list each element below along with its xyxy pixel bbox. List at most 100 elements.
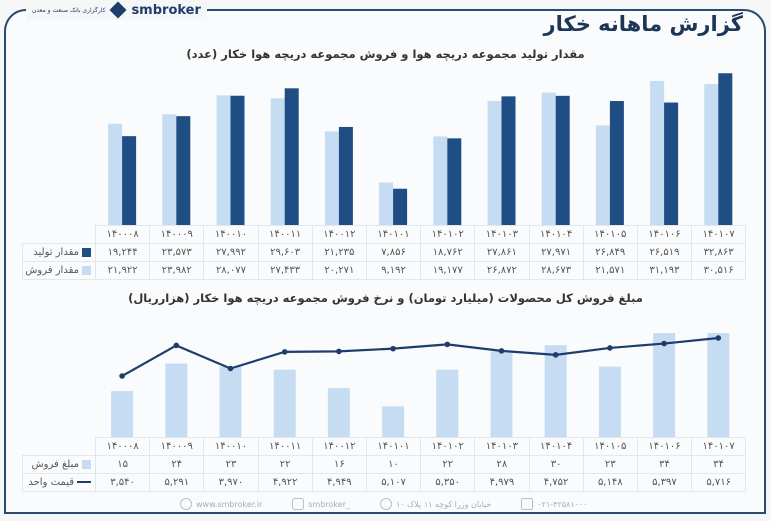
sales-qty-bar: [216, 95, 231, 225]
unit-price-cell: ۵,۱۴۸: [582, 473, 638, 492]
legend-production: مقدار تولید: [22, 243, 96, 262]
sales-qty-bar: [433, 136, 448, 225]
production-bar: [555, 95, 570, 226]
sales-qty-cell: ۳۰,۵۱۶: [691, 261, 747, 280]
month-header: ۱۴۰۰۰۹: [149, 225, 205, 244]
globe-icon: [180, 498, 192, 510]
sales-amount-bar: [382, 406, 405, 437]
unit-price-line: [121, 336, 719, 377]
unit-price-point: [552, 352, 559, 358]
production-bar: [122, 136, 137, 225]
month-header: ۱۴۰۱۰۷: [691, 437, 747, 456]
production-cell: ۳۲,۸۶۳: [691, 243, 747, 262]
logo: کارگزاری بانک صنعت و معدن smbroker: [26, 0, 207, 20]
unit-price-cell: ۴,۹۴۹: [311, 473, 367, 492]
month-header: ۱۴۰۱۰۲: [420, 437, 476, 456]
month-header: ۱۴۰۰۰۹: [149, 437, 205, 456]
production-cell: ۲۶,۵۱۹: [636, 243, 693, 262]
sales-amount-bar: [219, 366, 242, 437]
production-bar: [718, 73, 733, 225]
unit-price-point: [227, 365, 234, 372]
legend-swatch-icon: [82, 265, 91, 275]
sales-qty-cell: ۲۸,۰۷۷: [203, 261, 259, 280]
brand-name: smbroker: [131, 2, 201, 18]
sales-qty-bar: [541, 92, 556, 225]
footer-address: خیابان وزرا کوچه ۱۱ پلاک ۱۰: [379, 498, 491, 510]
sales-qty-cell: ۳۱,۱۹۳: [636, 261, 693, 280]
sales-qty-cell: ۲۱,۹۲۲: [94, 261, 151, 280]
unit-price-cell: ۵,۳۹۷: [636, 473, 693, 492]
month-header: ۱۴۰۰۰۸: [94, 225, 151, 244]
month-header: ۱۴۰۰۰۸: [94, 437, 151, 456]
corner-cell: [23, 438, 96, 456]
unit-price-point: [661, 340, 667, 347]
unit-price-point: [119, 373, 125, 379]
footer: www.smbroker.ir smbroker_ خیابان وزرا کو…: [180, 498, 588, 510]
sales-qty-cell: ۲۰,۲۷۱: [311, 261, 367, 280]
unit-price-point: [281, 349, 288, 355]
sales-amount-bar: [707, 333, 730, 437]
production-cell: ۲۷,۹۹۲: [203, 243, 259, 262]
month-header: ۱۴۰۱۰۱: [365, 225, 422, 244]
month-header: ۱۴۰۰۱۲: [311, 437, 367, 456]
unit-price-cell: ۴,۹۲۲: [257, 473, 313, 492]
production-bar: [664, 102, 679, 225]
sales-amount-cell: ۲۳: [203, 455, 259, 474]
production-cell: ۲۷,۹۷۱: [528, 243, 584, 262]
month-header: ۱۴۰۰۱۰: [203, 225, 259, 244]
chart1-table: ۱۴۰۰۰۸ ۱۴۰۰۰۹ ۱۴۰۰۱۰ ۱۴۰۰۱۱ ۱۴۰۰۱۲ ۱۴۰۱۰۱ ۱۴۰۱…: [22, 225, 747, 280]
sales-amount-cell: ۳۴: [691, 455, 747, 474]
month-header: ۱۴۰۱۰۴: [528, 437, 584, 456]
phone-icon: [521, 498, 534, 510]
production-bar: [609, 101, 624, 225]
instagram-icon: [292, 498, 305, 510]
production-cell: ۱۸,۷۶۲: [420, 243, 476, 262]
sales-amount-cell: ۱۶: [311, 455, 367, 474]
sales-qty-bar: [324, 131, 339, 225]
unit-price-cell: ۳,۵۴۰: [94, 473, 151, 492]
sales-amount-bar: [490, 351, 513, 437]
production-bar: [447, 138, 462, 225]
footer-instagram[interactable]: smbroker_: [292, 498, 350, 510]
legend-sales-qty: مقدار فروش: [22, 261, 96, 280]
sales-qty-cell: ۲۱,۵۷۱: [582, 261, 638, 280]
sales-amount-cell: ۱۰: [365, 455, 422, 474]
sales-amount-bar: [598, 366, 621, 437]
production-bar: [230, 95, 245, 225]
legend-swatch-icon: [82, 459, 91, 469]
unit-price-point: [715, 335, 722, 341]
sales-amount-cell: ۲۴: [149, 455, 205, 474]
sales-amount-bar: [544, 345, 567, 437]
legend-unit-price: قیمت واحد: [22, 473, 96, 492]
unit-price-cell: ۳,۹۷۰: [203, 473, 259, 492]
sales-amount-cell: ۲۸: [474, 455, 530, 474]
month-header: ۱۴۰۰۱۲: [311, 225, 367, 244]
unit-price-point: [336, 348, 342, 355]
production-bar: [176, 116, 191, 225]
month-header: ۱۴۰۱۰۵: [582, 437, 638, 456]
sales-amount-bar: [653, 333, 676, 437]
sales-qty-bar: [270, 98, 285, 225]
unit-price-cell: ۴,۹۷۹: [474, 473, 530, 492]
unit-price-cell: ۵,۳۵۰: [420, 473, 476, 492]
production-bar: [284, 88, 299, 225]
sales-amount-cell: ۳۰: [528, 455, 584, 474]
unit-price-cell: ۵,۲۹۱: [149, 473, 205, 492]
sales-qty-cell: ۱۹,۱۷۷: [420, 261, 476, 280]
frame-bottom: [4, 512, 766, 514]
unit-price-point: [173, 342, 180, 349]
month-header: ۱۴۰۰۱۰: [203, 437, 259, 456]
production-cell: ۲۶,۸۴۹: [582, 243, 638, 262]
unit-price-cell: ۵,۷۱۶: [691, 473, 747, 492]
footer-website[interactable]: www.smbroker.ir: [180, 498, 262, 510]
legend-swatch-icon: [82, 247, 91, 257]
unit-price-point: [498, 348, 505, 354]
production-cell: ۲۷,۸۶۱: [474, 243, 530, 262]
sales-qty-cell: ۲۸,۶۷۳: [528, 261, 584, 280]
production-cell: ۲۳,۵۷۳: [149, 243, 205, 262]
month-header: ۱۴۰۱۰۴: [528, 225, 584, 244]
sales-amount-cell: ۳۴: [636, 455, 693, 474]
month-header: ۱۴۰۰۱۱: [257, 225, 313, 244]
sales-qty-bar: [595, 125, 610, 225]
